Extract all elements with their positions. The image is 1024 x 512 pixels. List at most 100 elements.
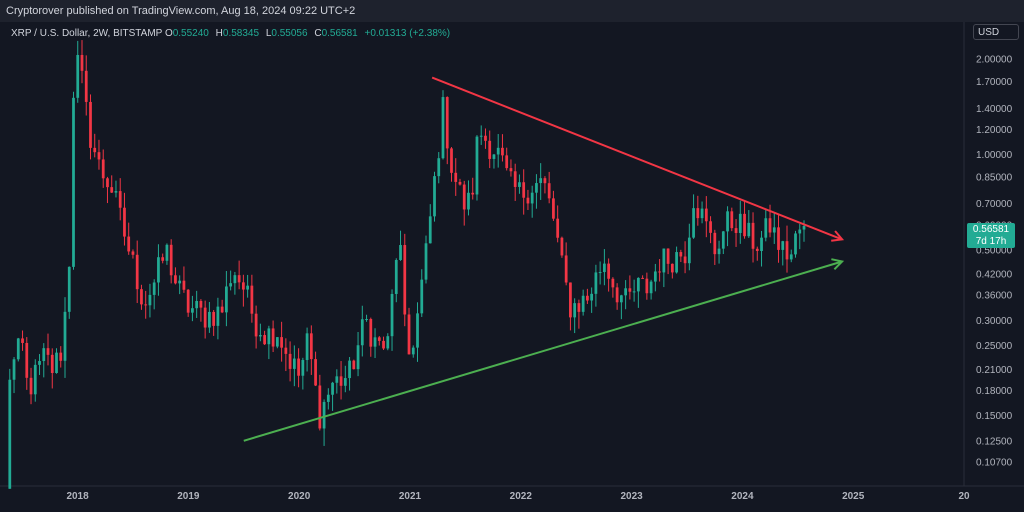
candle-body (501, 147, 504, 156)
candle-body (675, 252, 678, 273)
y-tick-label: 0.10700 (976, 458, 1013, 469)
open-label: O (164, 28, 173, 39)
high-label: H (215, 28, 223, 39)
candle-body (29, 377, 33, 395)
candle-body (33, 364, 37, 395)
y-tick-label: 0.85000 (976, 172, 1013, 183)
candle-body (590, 293, 594, 301)
candle-body (97, 152, 101, 160)
candle-body (322, 401, 326, 429)
currency-button[interactable]: USD (973, 24, 1019, 40)
candle-body (76, 54, 80, 98)
candle-body (331, 382, 334, 395)
high-value: 0.58345 (222, 28, 260, 39)
candle-body (403, 245, 407, 315)
candle-body (713, 232, 717, 255)
candle-body (458, 181, 462, 185)
price-axis[interactable]: 2.00000 1.70000 1.40000 1.20000 1.00000 0.850… (976, 55, 1013, 469)
candle-body (471, 192, 475, 195)
candle-body (467, 192, 470, 210)
candle-body (394, 259, 398, 294)
publisher-bar: Cryptorover published on TradingView.com… (0, 0, 1024, 22)
candle-body (509, 168, 513, 172)
candle-body (420, 279, 424, 314)
candle-body (271, 328, 275, 347)
candle-body (216, 306, 220, 326)
x-tick-label: 2025 (842, 491, 865, 502)
candle-body (84, 70, 88, 102)
support-arrowhead (831, 258, 845, 271)
candle-body (326, 394, 330, 402)
candle-body (556, 218, 560, 238)
candle-body (280, 337, 283, 348)
candle-body (284, 347, 288, 354)
trendlines (243, 76, 845, 442)
candle-body (297, 358, 300, 376)
candle-body (365, 319, 368, 321)
candle-body (220, 306, 224, 313)
candle-body (148, 294, 152, 306)
candle-body (233, 275, 237, 284)
candle-body (292, 358, 296, 369)
candle-body (505, 155, 509, 169)
candle-body (781, 241, 785, 250)
candle-body (513, 171, 517, 187)
candle-body (789, 254, 793, 260)
candle-body (764, 218, 768, 238)
candle-body (140, 289, 143, 305)
candle-body (619, 295, 623, 303)
candle-body (195, 300, 199, 309)
candle-body (191, 308, 194, 313)
low-value: 0.55056 (271, 28, 308, 39)
candle-body (730, 211, 734, 229)
candlestick-series (8, 40, 806, 489)
candle-body (717, 248, 721, 255)
candle-body (598, 272, 602, 274)
bar-countdown: 7d 17h (975, 236, 1007, 247)
candle-body (653, 271, 657, 282)
candle-body (755, 248, 759, 251)
candle-body (475, 136, 479, 195)
candle-body (186, 289, 190, 313)
candle-body (607, 263, 611, 279)
candle-body (777, 227, 780, 250)
candle-body (182, 280, 186, 290)
candle-body (25, 342, 29, 378)
candle-body (496, 147, 500, 155)
candle-body (611, 278, 615, 288)
candle-body (169, 244, 173, 276)
candle-body (738, 213, 742, 233)
open-value: 0.55240 (172, 28, 209, 39)
last-price-tag: 0.56581 7d 17h (967, 223, 1015, 248)
y-tick-label: 1.70000 (976, 77, 1013, 88)
candle-body (747, 222, 751, 237)
candle-body (356, 345, 360, 370)
candle-body (768, 218, 772, 233)
candle-body (360, 319, 364, 346)
candle-body (586, 295, 589, 301)
candle-body (106, 178, 109, 188)
candle-body (552, 198, 555, 219)
candle-body (63, 311, 67, 361)
candle-body (658, 271, 661, 273)
candle-body (743, 213, 746, 237)
candle-body (543, 178, 547, 184)
x-tick-label: 20 (958, 491, 970, 502)
x-tick-label: 2021 (399, 491, 422, 502)
candle-body (55, 352, 58, 373)
candle-body (522, 182, 526, 198)
candle-body (67, 266, 71, 312)
time-axis[interactable]: 2018 2019 2020 2021 2022 2023 2024 2025 20 (66, 491, 970, 502)
candle-body (399, 245, 402, 260)
candle-body (670, 263, 674, 273)
y-tick-label: 0.50000 (976, 246, 1013, 257)
candle-body (441, 97, 445, 159)
candle-body (535, 183, 538, 193)
candle-body (798, 229, 802, 234)
candle-body (636, 277, 640, 292)
candle-body (573, 303, 577, 318)
candle-body (80, 54, 84, 71)
candle-body (700, 208, 704, 219)
